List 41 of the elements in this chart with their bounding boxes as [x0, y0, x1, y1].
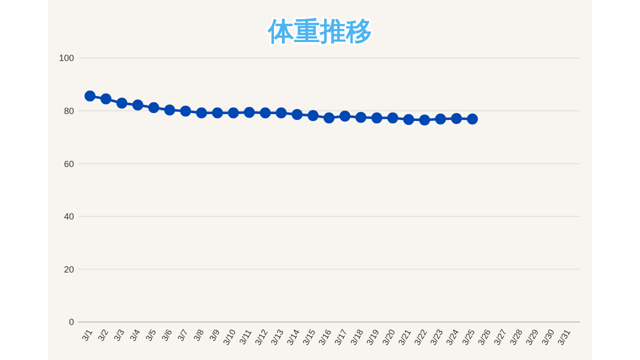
point — [371, 112, 382, 124]
y-tick-label: 20 — [64, 264, 74, 274]
point — [308, 110, 319, 122]
x-tick-label: 3/9 — [207, 327, 222, 343]
y-tick-label: 80 — [64, 106, 74, 116]
y-tick-label: 40 — [64, 212, 74, 222]
point — [196, 107, 208, 118]
x-tick-label: 3/3 — [112, 327, 126, 343]
point — [100, 93, 112, 104]
point — [435, 113, 446, 124]
x-tick-label: 3/6 — [159, 327, 174, 343]
x-tick-label: 3/2 — [96, 327, 110, 343]
point — [339, 110, 350, 122]
x-tick-label: 3/5 — [143, 327, 158, 343]
x-tick-label: 3/8 — [191, 327, 206, 343]
point — [148, 102, 160, 114]
y-tick-label: 60 — [64, 158, 74, 169]
point — [116, 98, 128, 109]
point — [84, 90, 96, 102]
point — [292, 108, 303, 120]
point — [466, 113, 478, 124]
x-tick-label: 3/7 — [175, 327, 190, 343]
point — [132, 99, 144, 110]
x-tick-label: 3/4 — [128, 327, 142, 343]
point — [260, 107, 271, 118]
y-tick-label: 0 — [68, 317, 74, 328]
point — [387, 112, 398, 124]
point — [180, 106, 192, 117]
point — [419, 114, 430, 126]
chart-title: 体重推移 — [267, 17, 372, 47]
point — [244, 106, 255, 118]
point — [355, 112, 366, 123]
y-tick-label: 100 — [58, 53, 74, 64]
point — [324, 112, 334, 124]
point — [228, 107, 239, 118]
point — [212, 107, 223, 118]
point — [403, 114, 414, 126]
point — [164, 104, 176, 116]
point — [450, 112, 462, 124]
x-tick-label: 3/1 — [80, 327, 94, 343]
point — [276, 107, 287, 118]
